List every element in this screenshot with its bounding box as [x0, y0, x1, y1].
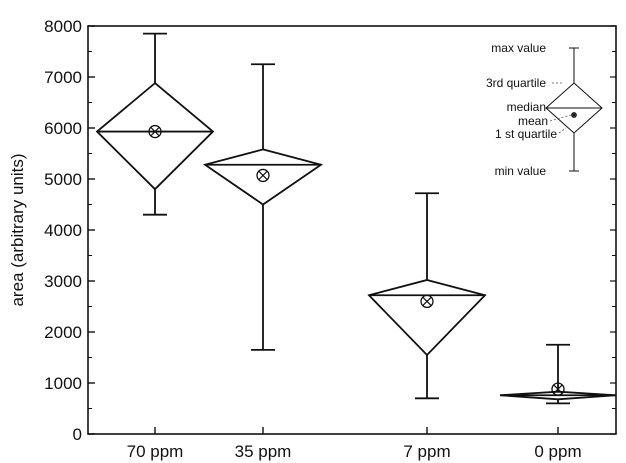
- legend-label-max: max value: [491, 41, 546, 55]
- mean-marker: [551, 382, 565, 396]
- box-group: [95, 32, 215, 216]
- mean-marker-cross: [258, 170, 268, 181]
- y-tick-label: 1000: [44, 374, 82, 393]
- mean-marker: [571, 112, 577, 118]
- quartile-diamond: [202, 148, 324, 206]
- legend-label-min: min value: [495, 164, 547, 178]
- legend-leader-q1: [558, 127, 567, 134]
- y-tick-label: 7000: [44, 68, 82, 87]
- quartile-diamond: [95, 81, 215, 191]
- mean-marker-cross: [150, 126, 160, 137]
- y-axis: 0 1000 2000 3000 4000 5000 6000 7000 8000: [44, 17, 616, 444]
- y-tick-label: 3000: [44, 272, 82, 291]
- legend-label-mean: mean: [518, 114, 548, 128]
- y-axis-label: area (arbitrary units): [8, 153, 27, 306]
- mean-marker-cross: [571, 112, 577, 118]
- x-axis: 70 ppm 35 ppm 7 ppm 0 ppm: [127, 427, 582, 461]
- box-group: [202, 63, 324, 351]
- quartile-diamond: [499, 390, 617, 401]
- y-tick-label: 0: [73, 425, 82, 444]
- box-group: [545, 47, 603, 172]
- box-group: [367, 192, 487, 400]
- x-tick-label: 0 ppm: [534, 442, 581, 461]
- legend-label-median: median: [507, 100, 546, 114]
- legend-label-q1: 1 st quartile: [495, 127, 557, 141]
- legend-leader-mean: [549, 114, 572, 122]
- mean-marker: [256, 168, 270, 183]
- quartile-diamond: [367, 279, 487, 357]
- y-tick-label: 4000: [44, 221, 82, 240]
- mean-marker-cross: [422, 296, 432, 307]
- legend-label-q3: 3rd quartile: [486, 76, 546, 90]
- x-tick-label: 7 ppm: [403, 442, 450, 461]
- box-group: [499, 343, 617, 405]
- y-tick-label: 6000: [44, 119, 82, 138]
- quartile-diamond: [545, 82, 603, 134]
- y-tick-label: 8000: [44, 17, 82, 36]
- box-series: [95, 32, 617, 405]
- y-tick-label: 5000: [44, 170, 82, 189]
- mean-marker: [148, 124, 162, 139]
- y-tick-label: 2000: [44, 323, 82, 342]
- x-tick-label: 35 ppm: [235, 442, 292, 461]
- mean-marker: [420, 294, 434, 309]
- x-tick-label: 70 ppm: [127, 442, 184, 461]
- mean-marker-cross: [553, 384, 563, 394]
